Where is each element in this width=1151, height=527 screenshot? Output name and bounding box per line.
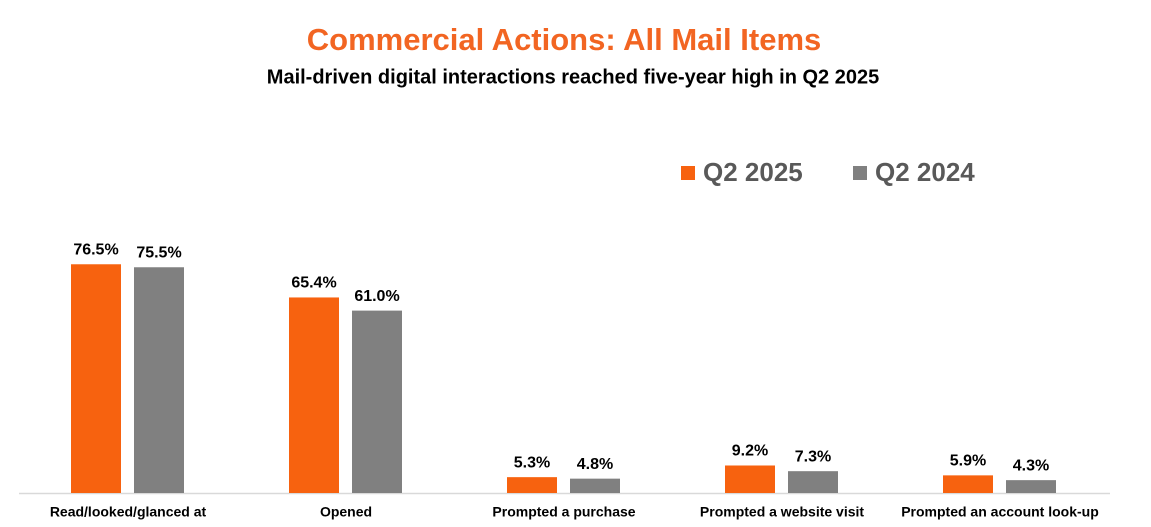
legend-label: Q2 2025 [703, 157, 803, 187]
data-label: 9.2% [732, 443, 768, 460]
bar [788, 471, 838, 493]
bar [289, 297, 339, 493]
data-label: 4.8% [577, 456, 613, 473]
legend-label: Q2 2024 [875, 157, 975, 187]
bar [570, 478, 620, 493]
bar [352, 310, 402, 493]
data-label: 5.9% [950, 453, 986, 470]
chart-subtitle: Mail-driven digital interactions reached… [267, 66, 879, 88]
x-tick-label: Read/looked/glanced at [50, 504, 207, 520]
legend-swatch [853, 166, 867, 180]
x-tick-label: Prompted a purchase [492, 504, 635, 520]
chart-title: Commercial Actions: All Mail Items [307, 22, 822, 57]
data-label: 75.5% [136, 244, 181, 261]
x-tick-label: Opened [320, 504, 372, 520]
data-label: 61.0% [354, 288, 399, 305]
legend-swatch [681, 166, 695, 180]
data-label: 7.3% [795, 448, 831, 465]
bar [134, 267, 184, 493]
bar [1006, 480, 1056, 493]
x-tick-label: Prompted an account look-up [901, 504, 1099, 520]
data-label: 65.4% [291, 275, 336, 292]
data-label: 4.3% [1013, 457, 1049, 474]
data-label: 76.5% [73, 241, 118, 258]
x-tick-label: Prompted a website visit [700, 504, 864, 520]
bar [725, 465, 775, 493]
data-label: 5.3% [514, 454, 550, 471]
bar [943, 475, 993, 493]
bar [71, 264, 121, 493]
bar [507, 477, 557, 493]
